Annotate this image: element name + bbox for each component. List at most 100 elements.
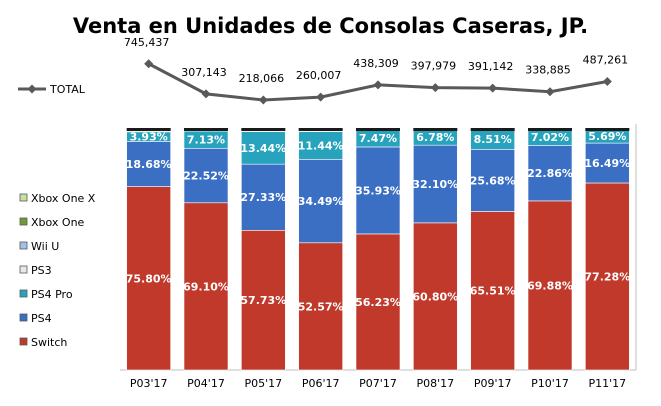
bar-top-cap bbox=[413, 128, 458, 131]
data-label-switch: 52.57% bbox=[298, 300, 344, 313]
data-label-ps4-pro: 6.78% bbox=[416, 131, 454, 144]
x-tick-label: P04'17 bbox=[187, 377, 225, 390]
data-label-ps4: 18.68% bbox=[126, 158, 172, 171]
total-data-label: 218,066 bbox=[239, 72, 285, 85]
bar-segment-ps4-pro bbox=[298, 131, 343, 160]
total-point bbox=[373, 80, 383, 90]
bar-segment-ps4 bbox=[413, 144, 458, 224]
x-tick-label: P06'17 bbox=[302, 377, 340, 390]
bar-top-cap bbox=[528, 128, 572, 131]
data-label-ps4: 16.49% bbox=[584, 157, 630, 170]
bar-segment-ps4 bbox=[298, 159, 343, 244]
bar-segment-switch bbox=[241, 229, 286, 371]
data-label-ps4: 25.68% bbox=[470, 174, 516, 187]
bar-segment-switch bbox=[298, 242, 343, 371]
data-label-ps4-pro: 3.93% bbox=[130, 131, 168, 144]
legend-swatch-switch bbox=[19, 337, 28, 346]
bar-top-cap bbox=[470, 128, 515, 131]
total-data-label: 745,437 bbox=[124, 36, 170, 49]
legend-label-ps4-pro: PS4 Pro bbox=[31, 288, 73, 301]
x-tick-label: P11'17 bbox=[589, 377, 627, 390]
bar-segment-ps4 bbox=[183, 147, 229, 204]
data-label-switch: 65.51% bbox=[470, 285, 516, 298]
data-label-switch: 77.28% bbox=[584, 270, 630, 283]
bar-top-cap bbox=[241, 128, 286, 131]
x-tick-label: P07'17 bbox=[359, 377, 397, 390]
x-tick-label: P03'17 bbox=[130, 377, 168, 390]
x-tick-label: P10'17 bbox=[531, 377, 569, 390]
total-data-label: 391,142 bbox=[468, 60, 514, 73]
legend-swatch-xbox-one-x bbox=[19, 193, 28, 202]
data-label-ps4-pro: 5.69% bbox=[588, 130, 626, 143]
bar-segment-ps4 bbox=[470, 149, 515, 212]
data-label-ps4: 32.10% bbox=[412, 178, 458, 191]
bar-segment-switch bbox=[413, 222, 458, 371]
total-data-label: 260,007 bbox=[296, 69, 342, 82]
total-point bbox=[430, 83, 440, 93]
data-label-ps4: 22.52% bbox=[183, 170, 229, 183]
total-data-label: 487,261 bbox=[583, 54, 629, 67]
total-point bbox=[144, 59, 154, 69]
legend-label-ps4: PS4 bbox=[31, 312, 52, 325]
data-label-ps4: 34.49% bbox=[298, 195, 344, 208]
legend-label-wii-u: Wii U bbox=[31, 240, 59, 253]
legend-swatch-ps3 bbox=[19, 265, 28, 274]
legend-total-label: TOTAL bbox=[49, 83, 86, 96]
x-tick-label: P08'17 bbox=[417, 377, 455, 390]
bar-segment-ps4 bbox=[241, 163, 286, 231]
bar-segment-ps4 bbox=[126, 141, 171, 187]
bar-top-cap bbox=[356, 128, 400, 131]
bar-segment-switch bbox=[527, 200, 573, 371]
legend-swatch-ps4-pro bbox=[19, 289, 28, 298]
data-label-switch: 75.80% bbox=[126, 272, 172, 285]
total-point bbox=[488, 83, 498, 93]
chart-title: Venta en Unidades de Consolas Caseras, J… bbox=[72, 14, 589, 38]
data-label-ps4-pro: 7.13% bbox=[187, 134, 225, 147]
data-label-ps4-pro: 7.47% bbox=[359, 132, 397, 145]
x-tick-label: P05'17 bbox=[245, 377, 283, 390]
total-point bbox=[602, 77, 612, 87]
data-label-switch: 69.10% bbox=[183, 280, 229, 293]
bar-segment-ps4-pro bbox=[241, 131, 286, 165]
bar-segment-switch bbox=[470, 211, 515, 371]
total-point bbox=[258, 95, 268, 105]
data-label-ps4: 22.86% bbox=[527, 167, 573, 180]
total-data-label: 438,309 bbox=[353, 57, 399, 70]
total-data-label: 338,885 bbox=[525, 64, 571, 77]
bar-top-cap bbox=[184, 128, 228, 131]
bar-segment-ps4 bbox=[585, 142, 630, 184]
total-point bbox=[545, 87, 555, 97]
bar-segment-ps4 bbox=[527, 145, 573, 202]
bar-segment-ps4 bbox=[355, 146, 401, 235]
data-label-switch: 69.88% bbox=[527, 279, 573, 292]
total-data-label: 307,143 bbox=[181, 66, 227, 79]
legend-label-xbox-one-x: Xbox One X bbox=[31, 192, 96, 205]
total-data-label: 397,979 bbox=[411, 60, 457, 73]
data-label-ps4-pro: 13.44% bbox=[240, 142, 286, 155]
legend-total-marker bbox=[27, 84, 37, 94]
legend-label-ps3: PS3 bbox=[31, 264, 52, 277]
bar-segment-switch bbox=[126, 186, 171, 371]
data-label-ps4: 35.93% bbox=[355, 184, 401, 197]
data-label-switch: 56.23% bbox=[355, 296, 401, 309]
bar-top-cap bbox=[585, 128, 630, 131]
data-label-switch: 60.80% bbox=[412, 290, 458, 303]
total-point bbox=[201, 89, 211, 99]
legend-label-xbox-one: Xbox One bbox=[31, 216, 85, 229]
legend-label-switch: Switch bbox=[31, 336, 67, 349]
total-point bbox=[316, 92, 326, 102]
x-tick-label: P09'17 bbox=[474, 377, 512, 390]
legend-swatch-wii-u bbox=[19, 241, 28, 250]
bar-segment-switch bbox=[183, 202, 229, 371]
data-label-ps4-pro: 7.02% bbox=[531, 131, 569, 144]
data-label-ps4-pro: 11.44% bbox=[298, 139, 344, 152]
data-label-switch: 57.73% bbox=[240, 294, 286, 307]
bar-top-cap bbox=[298, 128, 343, 131]
legend-swatch-ps4 bbox=[19, 313, 28, 322]
data-label-ps4: 27.33% bbox=[240, 191, 286, 204]
bar-segment-switch bbox=[585, 182, 630, 371]
legend-swatch-xbox-one bbox=[19, 217, 28, 226]
data-label-ps4-pro: 8.51% bbox=[474, 133, 512, 146]
